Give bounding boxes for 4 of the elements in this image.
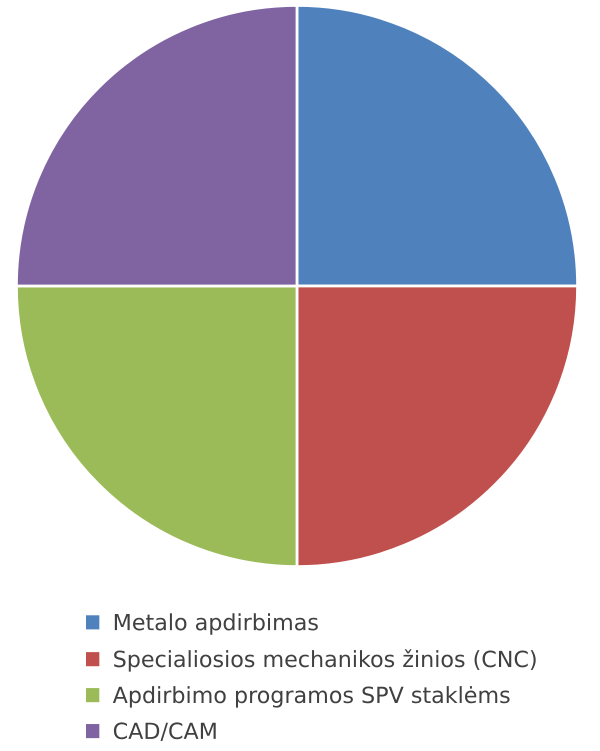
legend-label: Metalo apdirbimas <box>114 613 318 635</box>
legend-label: Apdirbimo programos SPV staklėms <box>112 686 510 708</box>
legend-label: Specialiosios mechanikos žinios (CNC) <box>114 649 536 672</box>
legend-label: CAD/CAM <box>114 722 216 741</box>
